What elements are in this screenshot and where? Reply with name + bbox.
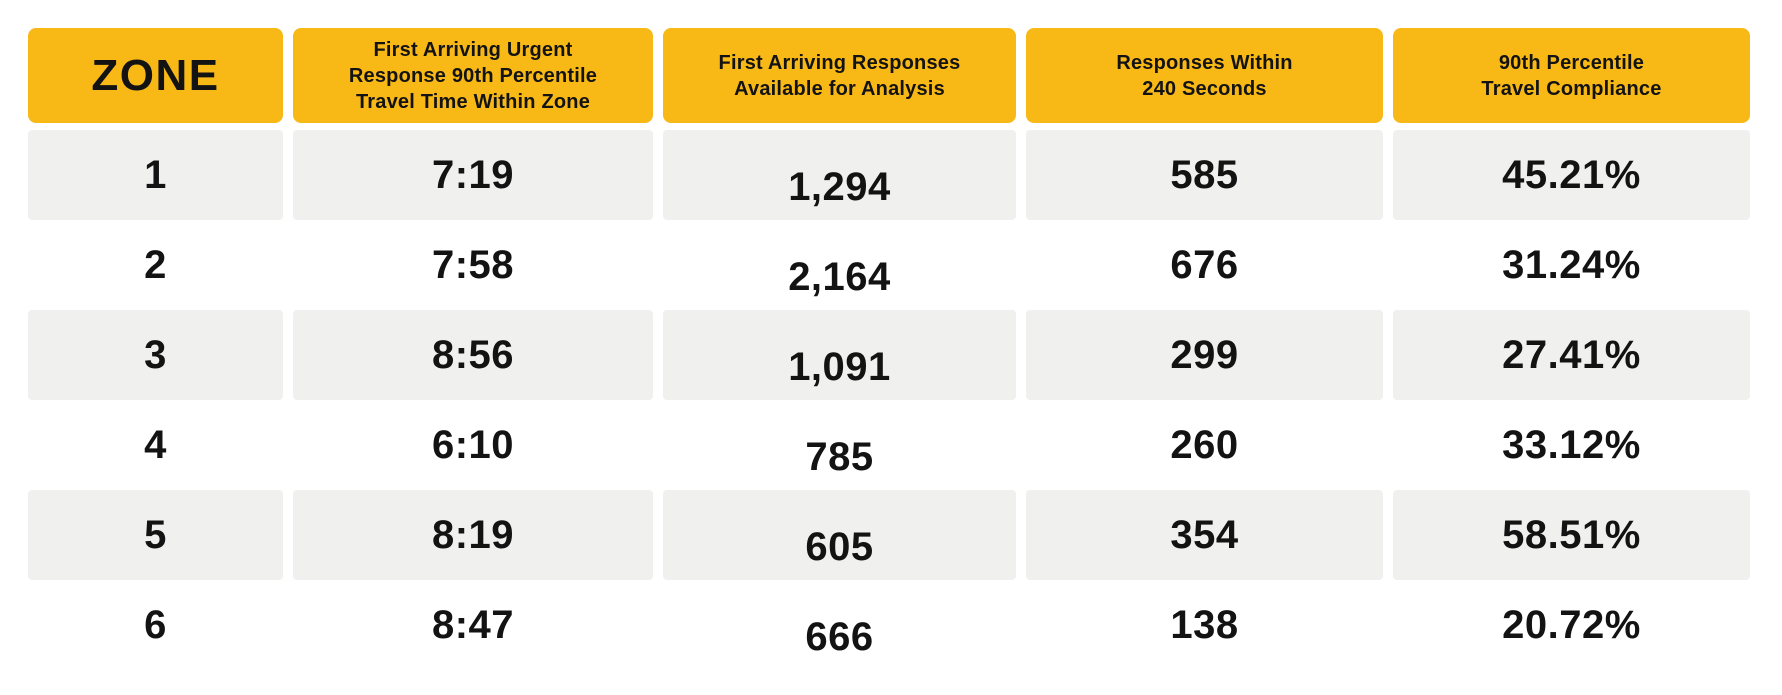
cell-travel-time: 7:19 — [293, 130, 653, 220]
header-line: First Arriving Urgent — [373, 38, 573, 61]
cell-responses-240s: 299 — [1026, 310, 1383, 400]
cell-zone: 2 — [144, 242, 167, 287]
cell-responses-analyzed: 1,091 — [663, 310, 1016, 400]
cell-travel-compliance: 33.12% — [1502, 422, 1641, 467]
column-header-travel-compliance: 90th Percentile Travel Compliance — [1393, 28, 1750, 123]
header-line: Responses Within — [1116, 51, 1293, 74]
cell-travel-compliance: 58.51% — [1393, 490, 1750, 580]
table-row: 3 8:56 1,091 299 27.41% — [28, 310, 1782, 400]
cell-travel-time: 8:19 — [293, 490, 653, 580]
cell-travel-compliance: 45.21% — [1393, 130, 1750, 220]
cell-responses-240s: 260 — [1170, 422, 1239, 467]
cell-responses-240s: 138 — [1170, 602, 1239, 647]
cell-zone: 5 — [28, 490, 283, 580]
cell-zone: 3 — [28, 310, 283, 400]
table-row: 1 7:19 1,294 585 45.21% — [28, 130, 1782, 220]
column-header-responses-240s: Responses Within 240 Seconds — [1026, 28, 1383, 123]
table-row: 5 8:19 605 354 58.51% — [28, 490, 1782, 580]
cell-travel-compliance: 20.72% — [1502, 602, 1641, 647]
cell-responses-analyzed: 1,294 — [663, 130, 1016, 220]
column-header-travel-time: First Arriving Urgent Response 90th Perc… — [293, 28, 653, 123]
cell-travel-time: 8:56 — [293, 310, 653, 400]
header-line: First Arriving Responses — [718, 51, 961, 74]
column-header-zone: ZONE — [28, 28, 283, 123]
cell-travel-compliance: 27.41% — [1393, 310, 1750, 400]
cell-travel-time: 8:47 — [431, 602, 515, 647]
cell-responses-240s: 676 — [1170, 242, 1239, 287]
header-line: Travel Time Within Zone — [355, 90, 591, 113]
cell-zone: 4 — [144, 422, 167, 467]
header-line: 240 Seconds — [1142, 77, 1267, 100]
cell-travel-compliance: 31.24% — [1502, 242, 1641, 287]
cell-travel-time: 7:58 — [431, 242, 515, 287]
table-row: 4 6:10 785 260 33.12% — [28, 400, 1782, 490]
cell-responses-analyzed: 2,164 — [788, 254, 891, 299]
cell-zone: 1 — [28, 130, 283, 220]
cell-responses-analyzed: 666 — [805, 614, 874, 659]
header-line: Response 90th Percentile — [348, 64, 598, 87]
cell-responses-analyzed: 785 — [805, 434, 874, 479]
cell-responses-240s: 585 — [1026, 130, 1383, 220]
table-row: 6 8:47 666 138 20.72% — [28, 580, 1782, 670]
header-line: 90th Percentile — [1498, 51, 1645, 74]
table-row: 2 7:58 2,164 676 31.24% — [28, 220, 1782, 310]
table-header-row: ZONE First Arriving Urgent Response 90th… — [28, 28, 1782, 123]
cell-zone: 6 — [144, 602, 167, 647]
header-line: Travel Compliance — [1481, 77, 1662, 100]
cell-travel-time: 6:10 — [431, 422, 515, 467]
cell-responses-analyzed: 605 — [663, 490, 1016, 580]
column-header-responses-analyzed: First Arriving Responses Available for A… — [663, 28, 1016, 123]
zone-response-table: ZONE First Arriving Urgent Response 90th… — [28, 28, 1782, 670]
cell-responses-240s: 354 — [1026, 490, 1383, 580]
header-line: Available for Analysis — [734, 77, 945, 100]
